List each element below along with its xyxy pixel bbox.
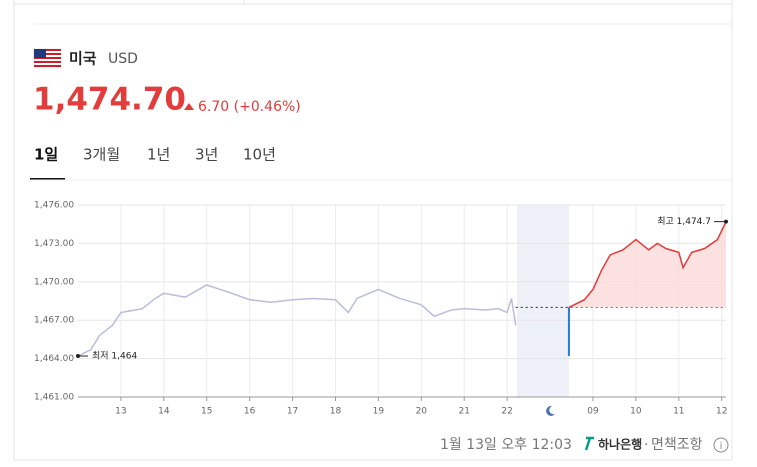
x-tick-label: 22 xyxy=(501,407,512,417)
up-arrow xyxy=(184,103,194,110)
card xyxy=(13,0,733,461)
y-tick-label: 1,467.00 xyxy=(34,316,74,326)
x-tick-label: 10 xyxy=(630,407,642,417)
price: 1,474.70 xyxy=(33,82,186,118)
info-icon: i xyxy=(720,441,723,452)
y-tick-label: 1,464.00 xyxy=(34,354,74,364)
x-tick-label: 21 xyxy=(458,407,469,417)
tab[interactable]: 10년 xyxy=(243,146,276,164)
annotation: 최고 1,474.7 xyxy=(657,216,711,227)
x-tick-label: 15 xyxy=(201,407,212,417)
separator: · xyxy=(644,437,648,453)
tab[interactable]: 3년 xyxy=(195,146,218,164)
y-tick-label: 1,470.00 xyxy=(34,277,74,287)
annotation: 최저 1,464 xyxy=(92,351,137,362)
country: 미국 xyxy=(69,50,97,68)
x-tick-label: 13 xyxy=(115,407,126,417)
bank-logo xyxy=(584,436,594,451)
area xyxy=(568,221,726,308)
currency: USD xyxy=(108,51,138,67)
y-tick-label: 1,476.00 xyxy=(34,201,74,211)
x-tick-label: 16 xyxy=(244,407,256,417)
night-band xyxy=(517,205,569,397)
line xyxy=(77,284,517,357)
moon-icon xyxy=(546,405,556,416)
y-tick-label: 1,461.00 xyxy=(34,393,74,403)
x-tick-label: 11 xyxy=(673,407,684,417)
bank: 하나은행 xyxy=(598,437,642,452)
x-tick-label: 19 xyxy=(373,407,385,417)
x-tick-label: 20 xyxy=(416,407,428,417)
change: 6.70 (+0.46%) xyxy=(198,99,301,115)
y-tick-label: 1,473.00 xyxy=(34,239,74,249)
x-tick-label: 18 xyxy=(330,407,342,417)
x-tick-label: 17 xyxy=(287,407,298,417)
tab[interactable]: 3개월 xyxy=(83,146,120,164)
disclaimer[interactable]: 면책조항 xyxy=(651,437,703,453)
x-tick-label: 12 xyxy=(716,407,727,417)
x-tick-label: 14 xyxy=(158,407,170,417)
tab[interactable]: 1일 xyxy=(34,146,58,164)
tab[interactable]: 1년 xyxy=(147,146,170,164)
line xyxy=(568,221,727,309)
x-tick-label: 09 xyxy=(587,407,599,417)
info-icon[interactable] xyxy=(713,437,729,453)
flag xyxy=(33,48,62,68)
timestamp: 1월 13일 오후 12:03 xyxy=(440,437,572,453)
